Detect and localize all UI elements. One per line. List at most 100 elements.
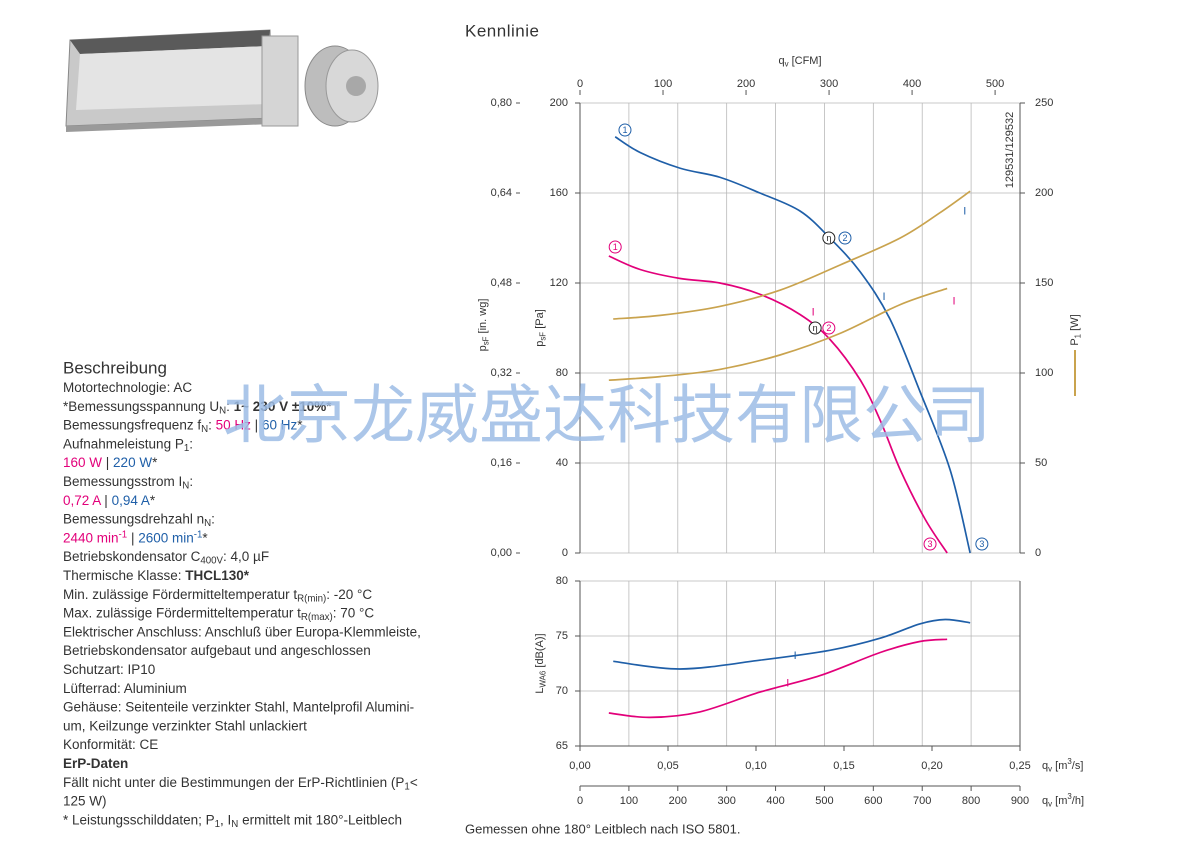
text-part: N xyxy=(231,818,238,829)
text-part: /s] xyxy=(1072,760,1084,772)
series-line xyxy=(608,287,948,382)
x3-tick-label: 500 xyxy=(986,78,1004,90)
text-part: 60 Hz xyxy=(262,417,298,432)
y-tick-label: 160 xyxy=(550,187,568,199)
text-part: [CFM] xyxy=(789,55,822,67)
description-heading: Beschreibung xyxy=(63,358,167,377)
annotation: I xyxy=(952,295,955,307)
x-tick-label: 400 xyxy=(766,795,784,807)
x-tick-label: 600 xyxy=(864,795,882,807)
description-line: Elektrischer Anschluss: Anschluß über Eu… xyxy=(63,624,421,639)
text-part: v xyxy=(785,60,789,69)
description-line: Fällt nicht unter die Bestimmungen der E… xyxy=(63,774,418,792)
x3-tick-label: 200 xyxy=(737,78,755,90)
annotation-circle xyxy=(808,321,822,335)
text-part: Motortechnologie: AC xyxy=(63,380,192,395)
text-part: : xyxy=(208,417,216,432)
x2-tick-label: 0,00 xyxy=(569,760,590,772)
text-part: /h] xyxy=(1072,795,1084,807)
x2-axis-label: qv [m3/s] xyxy=(1042,757,1083,774)
description-line: ErP-Daten xyxy=(63,756,128,771)
text-part: Bemessungsfrequenz f xyxy=(63,417,201,432)
text-part: WA6 xyxy=(539,670,548,687)
text-part: -1 xyxy=(119,529,128,540)
text-part: q xyxy=(778,55,784,67)
description-line: Motortechnologie: AC xyxy=(63,380,192,395)
text-part: 50 Hz xyxy=(216,417,252,432)
description-line: Min. zulässige Fördermitteltemperatur tR… xyxy=(63,586,372,604)
description-line: * Leistungsschilddaten; P1, IN ermittelt… xyxy=(63,812,402,830)
annotation: 3 xyxy=(979,539,984,549)
y2-tick-label: 0,32 xyxy=(491,367,512,379)
text-part: v xyxy=(1048,800,1052,809)
text-part: N xyxy=(201,424,208,435)
text-part: : -20 °C xyxy=(326,586,372,601)
y3-tick-label: 0 xyxy=(1035,547,1041,559)
text-part: 0,72 A xyxy=(63,492,101,507)
text-part: 3 xyxy=(1067,792,1072,801)
text-part: Thermische Klasse: xyxy=(63,568,185,583)
y-tick-label: 0 xyxy=(562,547,568,559)
annotation: I xyxy=(812,307,815,319)
annotation: η xyxy=(826,233,831,243)
text-part: N xyxy=(182,480,189,491)
y-tick-label: 80 xyxy=(556,575,568,587)
x-tick-label: 900 xyxy=(1011,795,1029,807)
annotation-circle xyxy=(923,537,937,551)
description: Motortechnologie: AC *Bemessungsspannung … xyxy=(63,380,421,830)
description-line: Betriebskondensator aufgebaut und angesc… xyxy=(63,643,371,658)
annotation: η xyxy=(813,323,818,333)
description-line: 0,72 A | 0,94 A* xyxy=(63,492,156,507)
text-part: | xyxy=(251,417,262,432)
series-line xyxy=(613,190,971,320)
description-line: Betriebskondensator C400V: 4,0 µF xyxy=(63,549,269,567)
y-axis-label: psF [Pa] xyxy=(534,309,548,347)
text-part: [Pa] xyxy=(534,309,546,332)
text-part: * Leistungsschilddaten; P xyxy=(63,812,215,827)
text-part: [m xyxy=(1052,760,1067,772)
x-tick-label: 300 xyxy=(717,795,735,807)
text-part: P xyxy=(1069,338,1081,345)
description-line: 2440 min-1 | 2600 min-1* xyxy=(63,529,208,545)
text-part: : xyxy=(189,474,193,489)
text-part: 400V xyxy=(200,555,223,566)
text-part: R(max) xyxy=(301,612,333,623)
text-part: v xyxy=(1048,765,1052,774)
y3-tick-label: 50 xyxy=(1035,457,1047,469)
text-part: Max. zulässige Fördermitteltemperatur t xyxy=(63,605,301,620)
annotation: I xyxy=(963,205,966,217)
y-tick-label: 120 xyxy=(550,277,568,289)
y-tick-label: 65 xyxy=(556,740,568,752)
annotation: I xyxy=(883,291,886,303)
annotation-circle xyxy=(822,231,836,245)
x-tick-label: 100 xyxy=(620,795,638,807)
text-part: 160 W xyxy=(63,455,102,470)
description-line: Lüfterrad: Aluminium xyxy=(63,680,187,695)
y3-tick-label: 150 xyxy=(1035,277,1053,289)
annotation: I xyxy=(786,678,789,690)
text-part: ermittelt mit 180°-Leitblech xyxy=(238,812,402,827)
text-part: Bemessungsstrom I xyxy=(63,474,182,489)
y-tick-label: 200 xyxy=(550,97,568,109)
y2-tick-label: 0,80 xyxy=(491,97,512,109)
text-part: -1 xyxy=(194,529,203,540)
annotation: I xyxy=(794,650,797,662)
x3-tick-label: 300 xyxy=(820,78,838,90)
text-part: 1 xyxy=(184,442,189,453)
text-part: : xyxy=(189,436,193,451)
annotation: 2 xyxy=(842,233,847,243)
y-tick-label: 80 xyxy=(556,367,568,379)
annotation-circle xyxy=(975,537,989,551)
text-part: Gehäuse: Seitenteile verzinkter Stahl, M… xyxy=(63,699,414,714)
x-tick-label: 800 xyxy=(962,795,980,807)
x-tick-label: 500 xyxy=(815,795,833,807)
x3-tick-label: 400 xyxy=(903,78,921,90)
text-part: Lüfterrad: Aluminium xyxy=(63,680,187,695)
text-part: [in. wg] xyxy=(477,299,489,337)
text-part: Konformität: CE xyxy=(63,737,158,752)
y2-axis-label: psF [in. wg] xyxy=(477,299,491,352)
text-part: 1 xyxy=(1074,333,1083,338)
text-part: ErP-Daten xyxy=(63,756,128,771)
